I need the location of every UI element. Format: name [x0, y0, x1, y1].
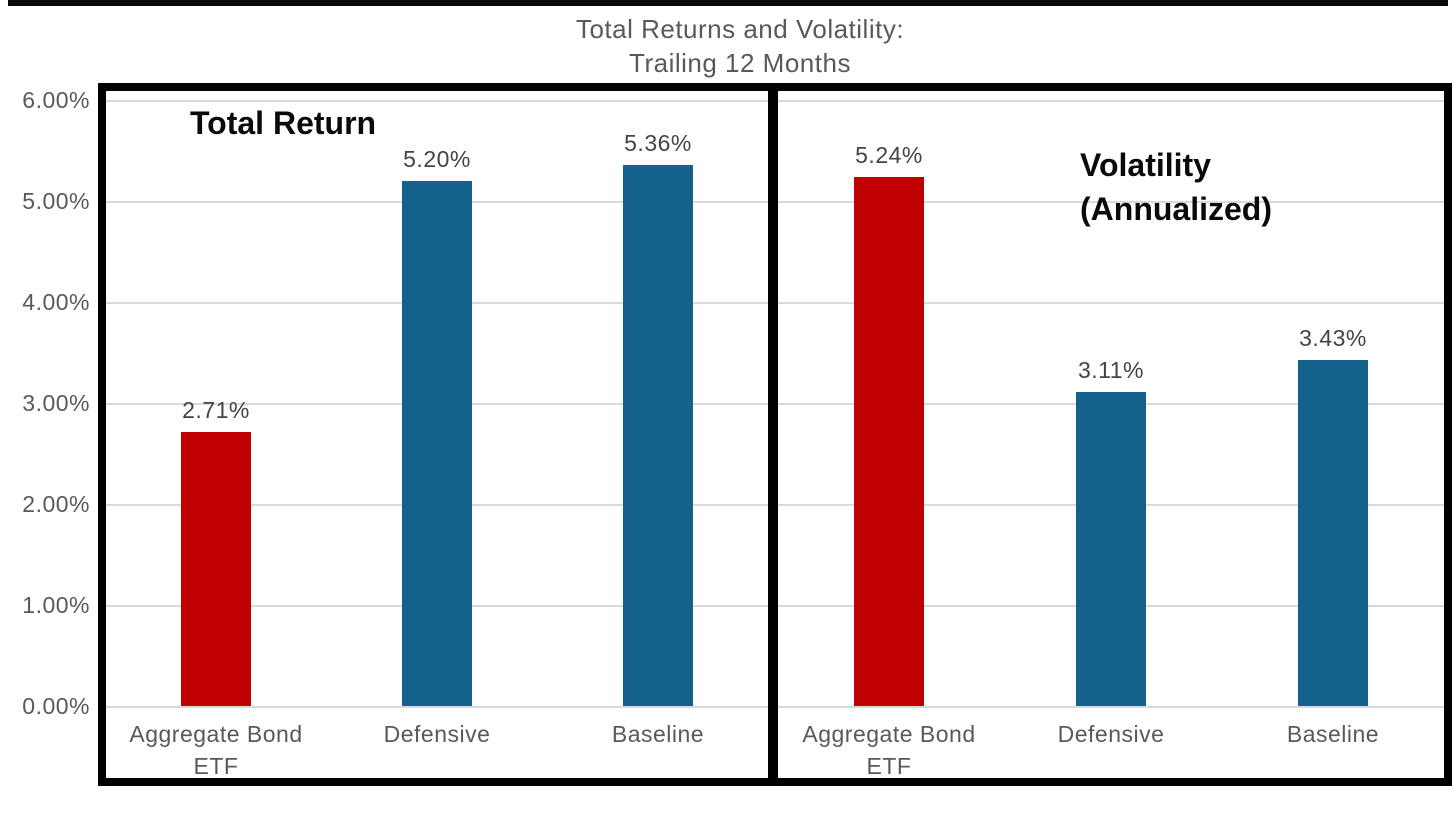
panel-title-volatility: Volatility (Annualized)	[1080, 143, 1272, 231]
bar-defensive	[1076, 392, 1146, 706]
bar-value-label: 5.24%	[855, 142, 923, 168]
panel-divider	[768, 91, 778, 778]
chart-title-line2: Trailing 12 Months	[629, 48, 851, 78]
y-axis-tick-label: 4.00%	[22, 289, 90, 315]
panel-volatility: Volatility (Annualized) 5.24% Aggregate B…	[778, 91, 1444, 779]
y-axis-tick-label: 5.00%	[22, 188, 90, 214]
top-border-strip	[8, 0, 1448, 6]
y-axis-tick-label: 6.00%	[22, 87, 90, 113]
bar-baseline	[623, 165, 693, 706]
bar-aggregate-bond-etf	[181, 432, 251, 706]
panel-total-return: Total Return 2.71% Aggregate Bond ETF 5.20…	[106, 91, 768, 779]
x-axis-category-label: Aggregate Bond ETF	[802, 721, 976, 779]
bar-baseline	[1298, 360, 1368, 706]
panel-title-line: Volatility	[1080, 147, 1211, 183]
panel-title-line: (Annualized)	[1080, 191, 1272, 227]
bar-value-label: 5.20%	[403, 146, 471, 172]
bar-value-label: 5.36%	[624, 130, 692, 156]
x-axis-category-label: Defensive	[1057, 721, 1165, 747]
y-axis-tick-label: 1.00%	[22, 592, 90, 618]
y-axis-tick-label: 0.00%	[22, 693, 90, 719]
bar-value-label: 3.11%	[1077, 357, 1144, 383]
panel-title-total-return: Total Return	[190, 101, 376, 145]
x-axis-category-label: Baseline	[611, 721, 705, 747]
bar-aggregate-bond-etf	[854, 177, 924, 706]
y-axis-tick-label: 2.00%	[22, 491, 90, 517]
chart-area: Total Return 2.71% Aggregate Bond ETF 5.20…	[98, 83, 1452, 786]
x-axis-category-label: Baseline	[1286, 721, 1380, 747]
x-axis-category-label: Aggregate Bond ETF	[129, 721, 303, 779]
bar-value-label: 3.43%	[1299, 325, 1367, 351]
bar-defensive	[402, 181, 472, 706]
panel-title-line: Total Return	[190, 105, 377, 141]
bar-value-label: 2.71%	[182, 397, 250, 423]
y-axis-tick-label: 3.00%	[22, 390, 90, 416]
chart-title-line1: Total Returns and Volatility:	[575, 14, 905, 44]
chart-title: Total Returns and Volatility: Trailing 1…	[24, 12, 1456, 80]
x-axis-category-label: Defensive	[383, 721, 491, 747]
